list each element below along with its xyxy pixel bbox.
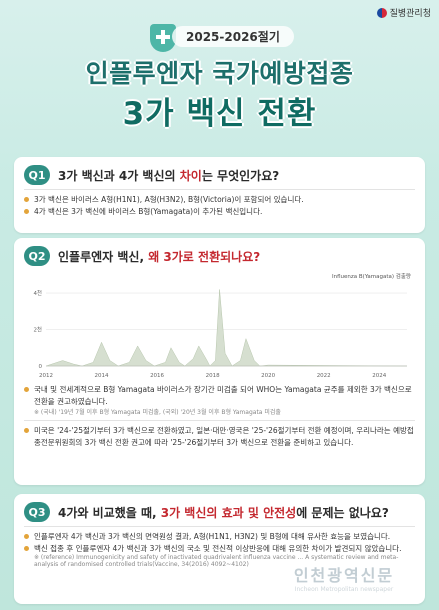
- x-tick-label: 2024: [372, 373, 386, 379]
- q3-item: 백신 접종 후 인플루엔자 4가 백신과 3가 백신의 국소 및 전신적 이상반…: [24, 543, 415, 555]
- q2-item-text: 국내 및 전세계적으로 B형 Yamagata 바이러스가 장기간 미검출 되어…: [34, 385, 412, 406]
- q1-divider: [24, 189, 415, 190]
- q1-card: Q1 3가 백신과 4가 백신의 차이는 무엇인가요? 3가 백신은 바이러스 …: [14, 157, 425, 233]
- q3-header: Q3 4가와 비교했을 때, 3가 백신의 효과 및 안전성에 문제는 없나요?: [24, 502, 415, 522]
- x-tick-label: 2016: [150, 373, 164, 379]
- series-area: [45, 289, 408, 367]
- main-title-line2: 3가 백신 전환: [122, 96, 317, 132]
- x-tick-label: 2020: [261, 373, 275, 379]
- q3-item-text: 백신 접종 후 인플루엔자 4가 백신과 3가 백신의 국소 및 전신적 이상반…: [34, 543, 402, 553]
- main-title-line1: 인플루엔자 국가예방접종: [85, 59, 354, 88]
- bullet-dot-icon: [24, 387, 29, 392]
- q2-card: Q2 인플루엔자 백신, 왜 3가로 전환되나요? Influenza B(Ya…: [14, 238, 425, 485]
- q3-title-highlight: 3가 백신의 효과 및 안전성: [160, 505, 297, 520]
- q1-item: 3가 백신은 바이러스 A형(H1N1), A형(H3N2), B형(Victo…: [24, 194, 415, 206]
- q2-title-pre: 인플루엔자 백신,: [58, 249, 149, 264]
- x-tick-label: 2014: [95, 373, 109, 379]
- q3-title-pre: 4가와 비교했을 때,: [58, 505, 161, 520]
- org-header: 질병관리청: [376, 6, 431, 19]
- newspaper-watermark: 인천광역신문 Incheon Metropolitan newspaper: [259, 562, 429, 602]
- q2-item-text: 미국은 '24-'25절기부터 3가 백신으로 전환하였고, 일본·대만·영국은…: [34, 426, 414, 447]
- x-tick-label: 2018: [206, 373, 220, 379]
- chart-svg: 0 2천 4천 2012 2014 2016 2018 2020 2022 2024: [33, 289, 408, 379]
- q3-item: 인플루엔자 4가 백신과 3가 백신의 면역원성 결과, A형(H1N1, H3…: [24, 531, 415, 543]
- y-tick-label: 0: [39, 364, 43, 370]
- bullet-dot-icon: [24, 208, 29, 214]
- q3-title: 4가와 비교했을 때, 3가 백신의 효과 및 안전성에 문제는 없나요?: [58, 504, 389, 521]
- watermark-sub: Incheon Metropolitan newspaper: [294, 586, 394, 593]
- q2-item: 미국은 '24-'25절기부터 3가 백신으로 전환하였고, 일본·대만·영국은…: [24, 425, 415, 448]
- q2-item: 국내 및 전세계적으로 B형 Yamagata 바이러스가 장기간 미검출 되어…: [24, 384, 415, 407]
- q3-divider: [24, 526, 415, 527]
- q1-item-text: 4가 백신은 3가 백신에 바이러스 B형(Yamagata)이 추가된 백신입…: [34, 206, 263, 216]
- x-tick-label: 2012: [39, 373, 53, 379]
- q1-title: 3가 백신과 4가 백신의 차이는 무엇인가요?: [58, 167, 279, 184]
- q2-title-highlight: 왜 3가로 전환되나요?: [148, 249, 261, 264]
- q3-card: Q3 4가와 비교했을 때, 3가 백신의 효과 및 안전성에 문제는 없나요?…: [14, 494, 425, 604]
- bullet-dot-icon: [24, 197, 29, 202]
- yamagata-chart: Influenza B(Yamagata) 검출량 0 2천 4천 2012 2014 2…: [24, 270, 415, 380]
- q3-item-text: 인플루엔자 4가 백신과 3가 백신의 면역원성 결과, A형(H1N1, H3…: [34, 532, 391, 541]
- chart-legend: Influenza B(Yamagata) 검출량: [331, 274, 411, 280]
- q2-title: 인플루엔자 백신, 왜 3가로 전환되나요?: [58, 248, 260, 265]
- q1-header: Q1 3가 백신과 4가 백신의 차이는 무엇인가요?: [24, 165, 415, 185]
- q2-badge: Q2: [24, 246, 50, 266]
- watermark-main: 인천광역신문: [293, 566, 395, 585]
- government-logo-icon: [376, 7, 387, 18]
- q1-title-pre: 3가 백신과 4가 백신의: [58, 168, 180, 183]
- medical-shield-icon: [150, 24, 176, 52]
- season-badge: 2025-2026절기: [172, 26, 294, 47]
- q1-title-highlight: 차이: [179, 168, 202, 183]
- q2-header: Q2 인플루엔자 백신, 왜 3가로 전환되나요?: [24, 246, 415, 266]
- q1-item-text: 3가 백신은 바이러스 A형(H1N1), A형(H3N2), B형(Victo…: [34, 195, 304, 204]
- org-name: 질병관리청: [389, 9, 431, 19]
- q1-title-post: 는 무엇인가요?: [201, 168, 280, 183]
- q1-badge: Q1: [24, 165, 50, 185]
- q3-reference: ※ (reference) Immunogenicity and safety …: [34, 554, 399, 569]
- q2-note: ※ (국내) '19년 7월 이후 B형 Yamagata 미검출, (국외) …: [34, 409, 281, 417]
- y-tick-label: 4천: [33, 289, 42, 297]
- y-tick-label: 2천: [33, 326, 42, 334]
- q1-item: 4가 백신은 3가 백신에 바이러스 B형(Yamagata)이 추가된 백신입…: [24, 206, 415, 218]
- bullet-dot-icon: [24, 428, 29, 434]
- q3-badge: Q3: [24, 502, 50, 522]
- bullet-dot-icon: [24, 534, 29, 539]
- q2-divider: [24, 420, 415, 422]
- bullet-dot-icon: [24, 545, 29, 551]
- x-tick-label: 2022: [317, 373, 331, 379]
- q3-title-post: 에 문제는 없나요?: [296, 505, 389, 520]
